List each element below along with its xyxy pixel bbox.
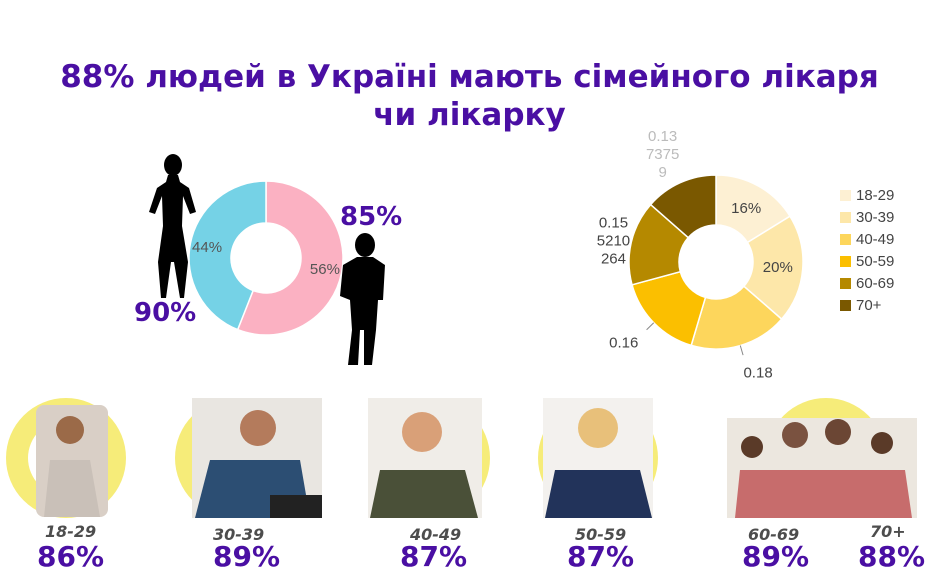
age-leader-line-3 (646, 322, 655, 331)
photo-age-18-29 (6, 398, 126, 518)
age-pct-30-39: 89% (213, 540, 281, 573)
legend-swatch-50-59 (840, 256, 851, 267)
age-slice-label-0: 16% (731, 200, 761, 217)
photo-age-30-39 (175, 398, 322, 518)
age-label-70-plus: 70+ (870, 522, 906, 541)
female-percentage: 90% (134, 298, 197, 328)
age-leader-line-2 (739, 345, 744, 356)
age-donut-chart: 16% 20% 0.18 0.16 0.15 5210 264 0.13 7375 9 (597, 128, 804, 381)
legend-swatch-70+ (840, 300, 851, 311)
age-label-60-69: 60-69 (748, 525, 800, 544)
woman-silhouette-icon (149, 154, 196, 298)
legend-swatch-18-29 (840, 190, 851, 201)
title-line-1: 88% людей в Україні мають сімейного ліка… (60, 59, 879, 95)
age-pct-18-29: 86% (37, 540, 105, 573)
legend-label-60-69: 60-69 (856, 275, 894, 292)
legend-label-70+: 70+ (856, 297, 882, 314)
legend-label-50-59: 50-59 (856, 253, 894, 270)
page-title: 88% людей в Україні мають сімейного ліка… (0, 58, 939, 134)
photo-age-40-49 (368, 398, 490, 518)
age-slice-label-5: 0.13 7375 9 (646, 128, 679, 181)
age-slice-30-39 (742, 215, 804, 321)
age-pct-40-49: 87% (400, 540, 468, 573)
age-slice-label-1: 20% (763, 259, 793, 276)
legend-swatch-40-49 (840, 234, 851, 245)
age-slice-label-3: 0.16 (609, 334, 638, 351)
gender-slice-1 (188, 180, 267, 331)
age-label-40-49: 40-49 (410, 525, 462, 544)
photo-age-60-plus (727, 398, 917, 518)
age-slice-50-59 (631, 270, 707, 347)
gender-slice-0 (236, 180, 344, 336)
age-label-18-29: 18-29 (45, 522, 97, 541)
age-slice-70+ (649, 174, 717, 239)
age-label-50-59: 50-59 (575, 525, 627, 544)
age-legend: 18-29 30-39 40-49 50-59 60-69 70+ (840, 187, 894, 314)
age-pct-70-plus: 88% (858, 540, 926, 573)
legend-label-18-29: 18-29 (856, 187, 894, 204)
legend-label-40-49: 40-49 (856, 231, 894, 248)
gender-slice-label-0: 56% (310, 261, 340, 278)
age-label-30-39: 30-39 (213, 525, 265, 544)
gender-slice-label-1: 44% (192, 239, 222, 256)
age-slice-label-4: 0.15 5210 264 (597, 215, 630, 268)
legend-swatch-60-69 (840, 278, 851, 289)
age-pct-50-59: 87% (567, 540, 635, 573)
age-slice-label-2: 0.18 (743, 364, 772, 381)
legend-label-30-39: 30-39 (856, 209, 894, 226)
male-percentage: 85% (340, 202, 403, 232)
photo-age-50-59 (538, 398, 658, 518)
title-line-2: чи лікарку (373, 97, 566, 133)
man-silhouette-icon (340, 233, 385, 365)
age-pct-60-69: 89% (742, 540, 810, 573)
legend-swatch-30-39 (840, 212, 851, 223)
gender-donut-chart: 56% 44% (188, 180, 344, 336)
